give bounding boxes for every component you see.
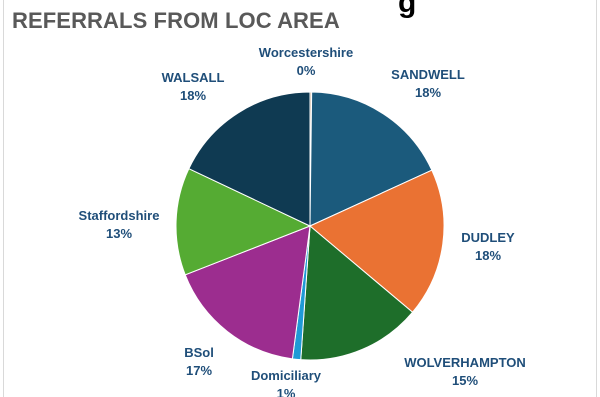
data-label-wolverhampton: WOLVERHAMPTON 15% — [404, 355, 526, 388]
data-label-staffordshire: Staffordshire 13% — [79, 208, 160, 241]
chart-frame — [3, 0, 597, 397]
data-label-dudley: DUDLEY 18% — [461, 230, 515, 263]
pie-slice-wolverhampton — [300, 224, 414, 361]
data-label-worcestershire: Worcestershire 0% — [259, 45, 353, 78]
data-label-bsol: BSol 17% — [184, 345, 214, 378]
data-label-domiciliary: Domiciliary 1% — [251, 368, 322, 397]
header-fragment: g — [398, 0, 417, 19]
pie-slice-sandwell — [309, 91, 433, 227]
data-label-sandwell: SANDWELL 18% — [391, 67, 465, 100]
pie-slice-bsol — [184, 225, 311, 360]
chart-title: REFERRALS FROM LOC AREA — [12, 8, 340, 33]
pie-slice-dudley — [309, 169, 445, 313]
pie-slice-walsall — [188, 91, 311, 227]
pie-slice-staffordshire — [175, 168, 312, 276]
data-label-walsall: WALSALL 18% — [162, 70, 225, 103]
